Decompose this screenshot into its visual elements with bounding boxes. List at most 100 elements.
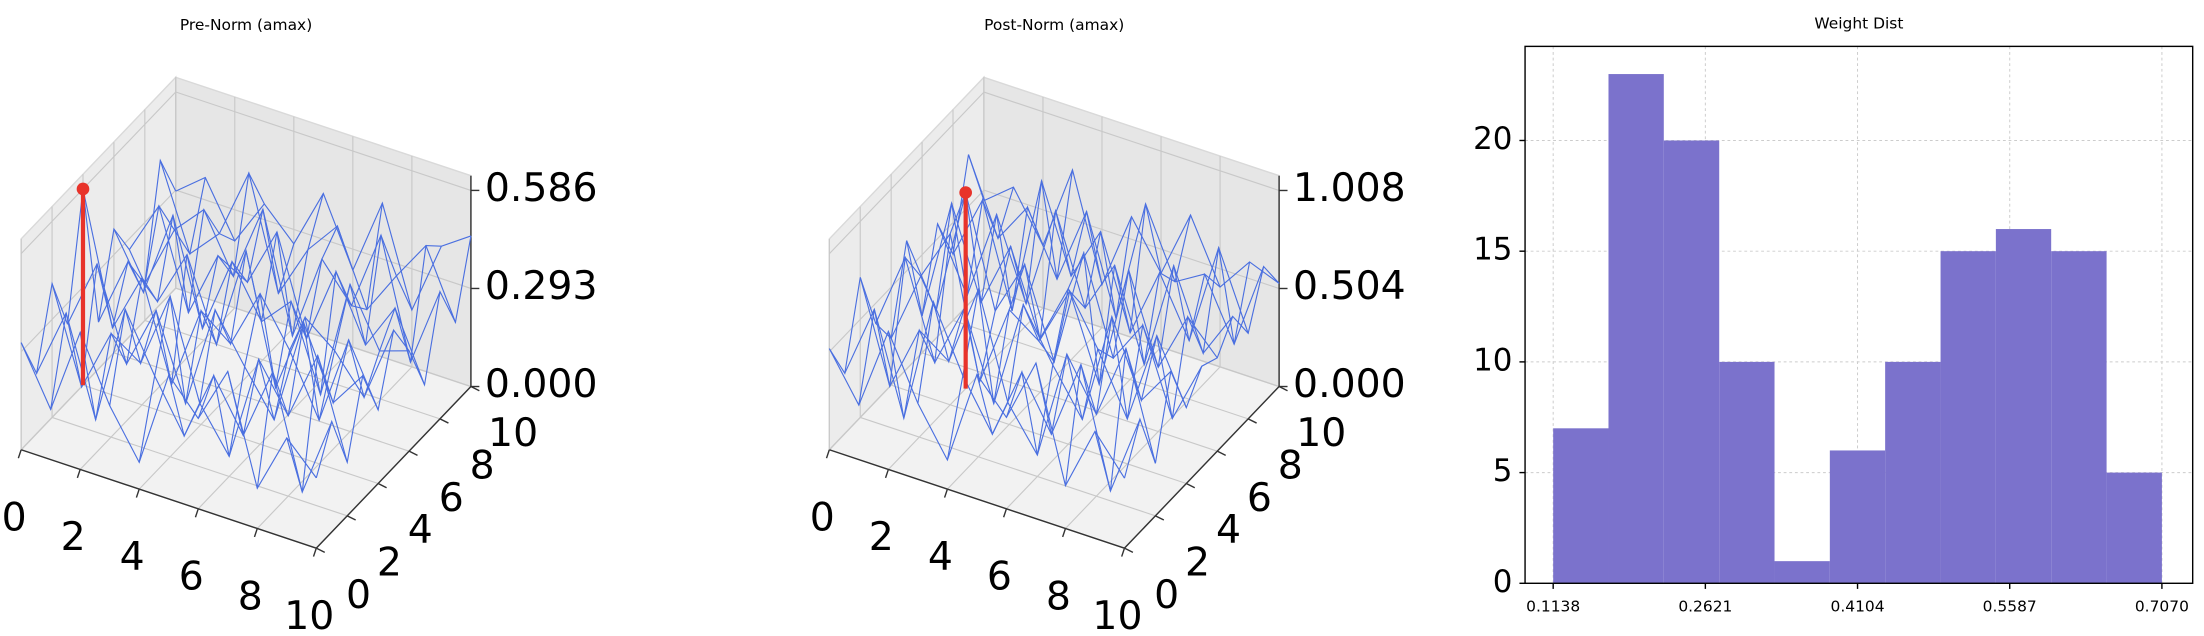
x-tick-label: 4 <box>928 534 953 580</box>
axis-line <box>1123 386 1280 549</box>
bar <box>1885 361 1941 584</box>
wire-column <box>828 154 985 375</box>
y-tick-label: 10 <box>1296 410 1346 456</box>
x-tick-label: 8 <box>238 573 263 619</box>
x-tick <box>135 488 140 498</box>
wire-column <box>917 169 1074 404</box>
grid-line <box>51 416 348 517</box>
x-tick-label: 0.5587 <box>1983 598 2037 616</box>
wire-column <box>50 177 206 410</box>
wire-column <box>976 216 1133 436</box>
bar <box>1663 140 1720 584</box>
grid-line <box>256 366 413 529</box>
peak-marker <box>76 182 90 196</box>
x-tick <box>312 547 317 557</box>
y-tick <box>315 547 326 553</box>
wire-column <box>197 224 354 457</box>
x-tick-label: 0.1138 <box>1526 598 1580 616</box>
x-tick-label: 0.7070 <box>2135 598 2189 616</box>
grid-line <box>20 287 177 451</box>
y-tick <box>1124 547 1134 553</box>
y-tick <box>1186 482 1196 489</box>
x-tick <box>253 528 258 538</box>
wire-column <box>1005 203 1162 456</box>
y-tick <box>439 418 449 424</box>
grid-line <box>1065 366 1221 529</box>
grid-line <box>921 352 1218 452</box>
y-tick-label: 0 <box>1493 564 1513 600</box>
x-tick <box>825 449 830 459</box>
y-tick <box>1247 418 1257 424</box>
y-tick <box>1216 450 1227 457</box>
x-tick-label: 2 <box>869 514 894 560</box>
z-tick-label: 0.504 <box>1293 263 1406 309</box>
y-tick-label: 15 <box>1473 232 1512 268</box>
wire-column <box>286 245 442 493</box>
y-tick <box>377 482 387 489</box>
wire-column <box>315 235 472 479</box>
x-tick-label: 10 <box>284 593 334 636</box>
y-tick <box>408 450 418 457</box>
y-tick-label: 4 <box>1216 507 1241 553</box>
z-tick-label: 0.000 <box>485 361 598 407</box>
grid-line <box>828 287 985 451</box>
bar <box>2106 472 2162 584</box>
bar <box>1940 251 1996 584</box>
x-tick-label: 4 <box>120 534 145 580</box>
y-tick-label: 8 <box>470 443 495 489</box>
z-tick-label: 0.000 <box>1293 361 1406 407</box>
axis-line <box>20 449 317 549</box>
x-tick-label: 0 <box>2 495 27 541</box>
wire-column <box>227 202 383 436</box>
x-tick <box>17 449 22 459</box>
wire-column <box>79 208 236 420</box>
y-tick-label: 0 <box>1154 572 1179 618</box>
chart-title: Weight Dist <box>1814 14 1903 32</box>
y-tick-label: 10 <box>488 410 538 456</box>
y-tick-label: 0 <box>346 572 371 618</box>
grid-line <box>983 91 1280 192</box>
x-tick <box>1002 508 1008 518</box>
grid-line <box>828 91 985 255</box>
grid-line <box>82 384 379 485</box>
x-tick-label: 6 <box>179 554 204 600</box>
x-tick-label: 8 <box>1046 573 1071 619</box>
grid-line <box>113 352 410 452</box>
y-tick-label: 20 <box>1473 121 1512 157</box>
chart-title: Pre-Norm (amax) <box>180 16 312 34</box>
y-tick-label: 4 <box>408 507 433 553</box>
grid-line <box>860 416 1156 517</box>
z-tick-label: 0.293 <box>485 263 598 309</box>
x-tick-label: 2 <box>61 514 86 560</box>
bar <box>1608 74 1664 584</box>
y-tick-label: 2 <box>377 540 402 586</box>
x-tick <box>943 488 949 498</box>
x-tick <box>1061 528 1067 538</box>
x-tick-label: 6 <box>987 554 1012 600</box>
grid-line <box>20 91 177 255</box>
axis-line <box>829 449 1125 549</box>
wire-column <box>20 158 177 376</box>
y-tick-label: 8 <box>1278 443 1303 489</box>
x-tick <box>884 469 890 479</box>
grid-line <box>175 91 472 191</box>
y-tick-label: 2 <box>1185 540 1210 586</box>
bar <box>1774 561 1830 584</box>
grid-line <box>983 189 1280 290</box>
z-tick-label: 0.586 <box>485 165 598 211</box>
bar <box>1553 428 1609 584</box>
y-tick <box>1155 515 1165 521</box>
bar <box>1829 450 1886 584</box>
bar <box>1995 229 2052 584</box>
x-tick <box>76 469 81 479</box>
axis-line <box>315 386 472 549</box>
wire-column <box>168 193 324 438</box>
y-tick-label: 5 <box>1493 453 1513 489</box>
grid-line <box>144 319 441 420</box>
bar <box>1719 361 1775 584</box>
x-tick-label: 0 <box>810 495 835 541</box>
wire-column <box>138 209 295 463</box>
wire-column <box>256 234 413 489</box>
